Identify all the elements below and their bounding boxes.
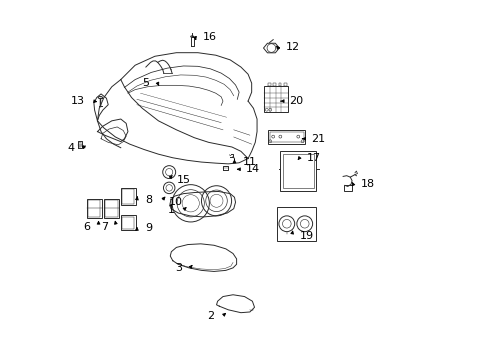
Text: 3: 3 [174, 263, 182, 273]
Bar [86, 199, 102, 218]
Text: 4: 4 [67, 143, 74, 153]
Text: 7: 7 [101, 222, 108, 231]
Bar [104, 199, 119, 218]
Bar [105, 201, 117, 217]
Text: 19: 19 [300, 231, 314, 240]
Bar [276, 207, 316, 241]
Bar [122, 217, 134, 229]
Bar [269, 132, 303, 142]
Text: 15: 15 [176, 175, 190, 185]
Bar [344, 185, 351, 191]
Text: 21: 21 [310, 134, 325, 144]
Text: 16: 16 [203, 32, 217, 41]
Text: 13: 13 [71, 96, 85, 106]
Text: 9: 9 [145, 224, 152, 233]
Text: 12: 12 [285, 42, 299, 52]
Bar [121, 188, 136, 205]
Text: 18: 18 [360, 179, 374, 189]
Text: 8: 8 [145, 195, 152, 205]
Text: 5: 5 [142, 78, 149, 88]
Bar [267, 130, 305, 144]
Bar [122, 189, 134, 204]
Text: 11: 11 [242, 157, 256, 167]
Text: 20: 20 [289, 96, 303, 106]
Bar [88, 201, 100, 217]
Bar [282, 154, 313, 188]
Text: 10: 10 [169, 197, 183, 207]
Bar [280, 151, 316, 191]
Text: 14: 14 [246, 164, 260, 174]
Text: 6: 6 [83, 222, 90, 231]
Bar [264, 86, 287, 112]
Text: 17: 17 [306, 153, 321, 163]
Bar [121, 215, 136, 230]
Text: 1: 1 [167, 206, 174, 216]
Text: 2: 2 [206, 311, 214, 321]
